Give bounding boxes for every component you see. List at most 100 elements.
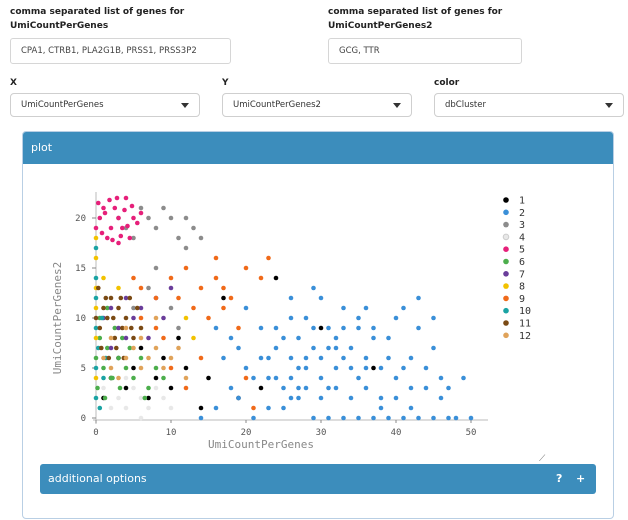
x-label: X — [10, 78, 17, 88]
data-point-cluster-2 — [296, 395, 301, 401]
data-point-cluster-9 — [161, 335, 166, 341]
data-point-cluster-2 — [408, 405, 414, 411]
data-point-cluster-2 — [431, 345, 436, 351]
x-axis-title: UmiCountPerGenes — [208, 438, 314, 451]
data-point-cluster-7 — [161, 315, 166, 321]
data-point-cluster-2 — [416, 295, 421, 301]
data-point-cluster-5 — [129, 203, 135, 209]
resize-handle-icon[interactable]: ⟋ — [539, 454, 546, 464]
data-point-cluster-2 — [273, 345, 279, 351]
data-point-cluster-9 — [243, 375, 249, 381]
data-point-cluster-8 — [101, 275, 106, 281]
data-point-cluster-6 — [102, 395, 108, 401]
y-axis-title: UmiCountPerGenes2 — [51, 262, 64, 375]
data-point-cluster-9 — [168, 365, 174, 371]
data-point-cluster-2 — [266, 405, 271, 411]
legend-marker-4 — [502, 233, 510, 241]
data-point-cluster-6 — [142, 395, 148, 401]
data-point-cluster-9 — [206, 315, 211, 321]
help-icon[interactable]: ? — [556, 472, 563, 485]
data-point-cluster-11 — [101, 305, 106, 311]
y-tick-label: 15 — [75, 264, 86, 274]
data-point-cluster-2 — [281, 405, 286, 411]
data-point-cluster-7 — [123, 335, 129, 341]
legend-label-9: 9 — [519, 294, 525, 305]
data-point-cluster-2 — [318, 355, 324, 361]
data-point-cluster-2 — [273, 375, 279, 381]
data-point-cluster-10 — [97, 405, 103, 411]
data-point-cluster-2 — [401, 415, 406, 421]
data-point-cluster-8 — [183, 315, 189, 321]
data-point-cluster-9 — [183, 385, 189, 391]
data-point-cluster-1 — [318, 325, 324, 331]
y-tick-label: 5 — [81, 364, 86, 374]
data-point-cluster-9 — [243, 265, 249, 271]
data-point-cluster-2 — [333, 335, 339, 341]
data-point-cluster-2 — [198, 415, 204, 421]
data-point-cluster-4 — [168, 405, 174, 411]
x-tick-label: 50 — [466, 428, 477, 438]
data-point-cluster-2 — [386, 415, 391, 421]
data-point-cluster-2 — [356, 375, 361, 381]
data-point-cluster-2 — [333, 365, 339, 371]
data-point-cluster-9 — [198, 355, 204, 361]
data-point-cluster-5 — [101, 205, 106, 211]
legend-marker-12 — [503, 332, 509, 339]
data-point-cluster-11 — [135, 305, 140, 311]
data-point-cluster-5 — [114, 195, 120, 201]
data-point-cluster-11 — [105, 315, 110, 321]
x-select[interactable]: UmiCountPerGenes — [10, 93, 200, 117]
data-point-cluster-2 — [408, 385, 414, 391]
data-point-cluster-2 — [258, 325, 264, 331]
data-point-cluster-8 — [116, 285, 121, 291]
data-point-cluster-2 — [363, 305, 369, 311]
data-point-cluster-1 — [168, 385, 174, 391]
data-point-cluster-2 — [326, 385, 331, 391]
additional-options-bar[interactable]: additional options ? + — [40, 464, 596, 494]
data-point-cluster-5 — [125, 223, 130, 229]
data-point-cluster-7 — [146, 335, 151, 341]
data-point-cluster-1 — [131, 365, 136, 371]
data-point-cluster-4 — [138, 395, 144, 401]
plot-box-header[interactable]: plot — [23, 132, 613, 164]
data-point-cluster-2 — [378, 395, 384, 401]
legend-label-10: 10 — [519, 306, 531, 317]
legend-label-7: 7 — [519, 269, 525, 280]
legend-marker-5 — [503, 246, 509, 252]
data-point-cluster-3 — [183, 215, 189, 221]
genes1-label: comma separated list of genes for UmiCoun… — [10, 7, 185, 31]
genes2-input[interactable]: GCG, TTR — [328, 38, 522, 64]
data-point-cluster-6 — [93, 355, 99, 361]
data-point-cluster-12 — [146, 355, 151, 361]
data-point-cluster-2 — [318, 295, 324, 301]
data-point-cluster-9 — [251, 405, 256, 411]
genes1-input[interactable]: CPA1, CTRB1, PLA2G1B, PRSS1, PRSS3P2 — [10, 38, 231, 64]
data-point-cluster-6 — [101, 365, 106, 371]
data-point-cluster-1 — [153, 375, 159, 381]
data-point-cluster-2 — [303, 315, 309, 321]
y-tick-label: 10 — [75, 314, 86, 324]
data-point-cluster-10 — [93, 295, 99, 301]
data-point-cluster-5 — [138, 210, 144, 216]
data-point-cluster-12 — [176, 345, 181, 351]
data-point-cluster-5 — [135, 220, 140, 226]
y-select[interactable]: UmiCountPerGenes2 — [222, 93, 412, 117]
data-point-cluster-2 — [228, 335, 234, 341]
legend-label-11: 11 — [519, 319, 531, 330]
data-point-cluster-11 — [108, 295, 114, 301]
data-point-cluster-2 — [311, 345, 316, 351]
legend-label-8: 8 — [519, 282, 525, 293]
color-select[interactable]: dbCluster — [434, 93, 624, 117]
data-point-cluster-2 — [311, 285, 316, 291]
data-point-cluster-2 — [303, 365, 309, 371]
data-point-cluster-4 — [146, 405, 151, 411]
data-point-cluster-2 — [386, 335, 391, 341]
data-point-cluster-2 — [431, 415, 436, 421]
expand-icon[interactable]: + — [576, 472, 586, 485]
data-point-cluster-2 — [341, 305, 346, 311]
data-point-cluster-6 — [97, 335, 103, 341]
data-point-cluster-1 — [161, 355, 166, 361]
data-point-cluster-9 — [258, 275, 264, 281]
data-point-cluster-11 — [96, 285, 101, 291]
data-point-cluster-2 — [243, 305, 249, 311]
